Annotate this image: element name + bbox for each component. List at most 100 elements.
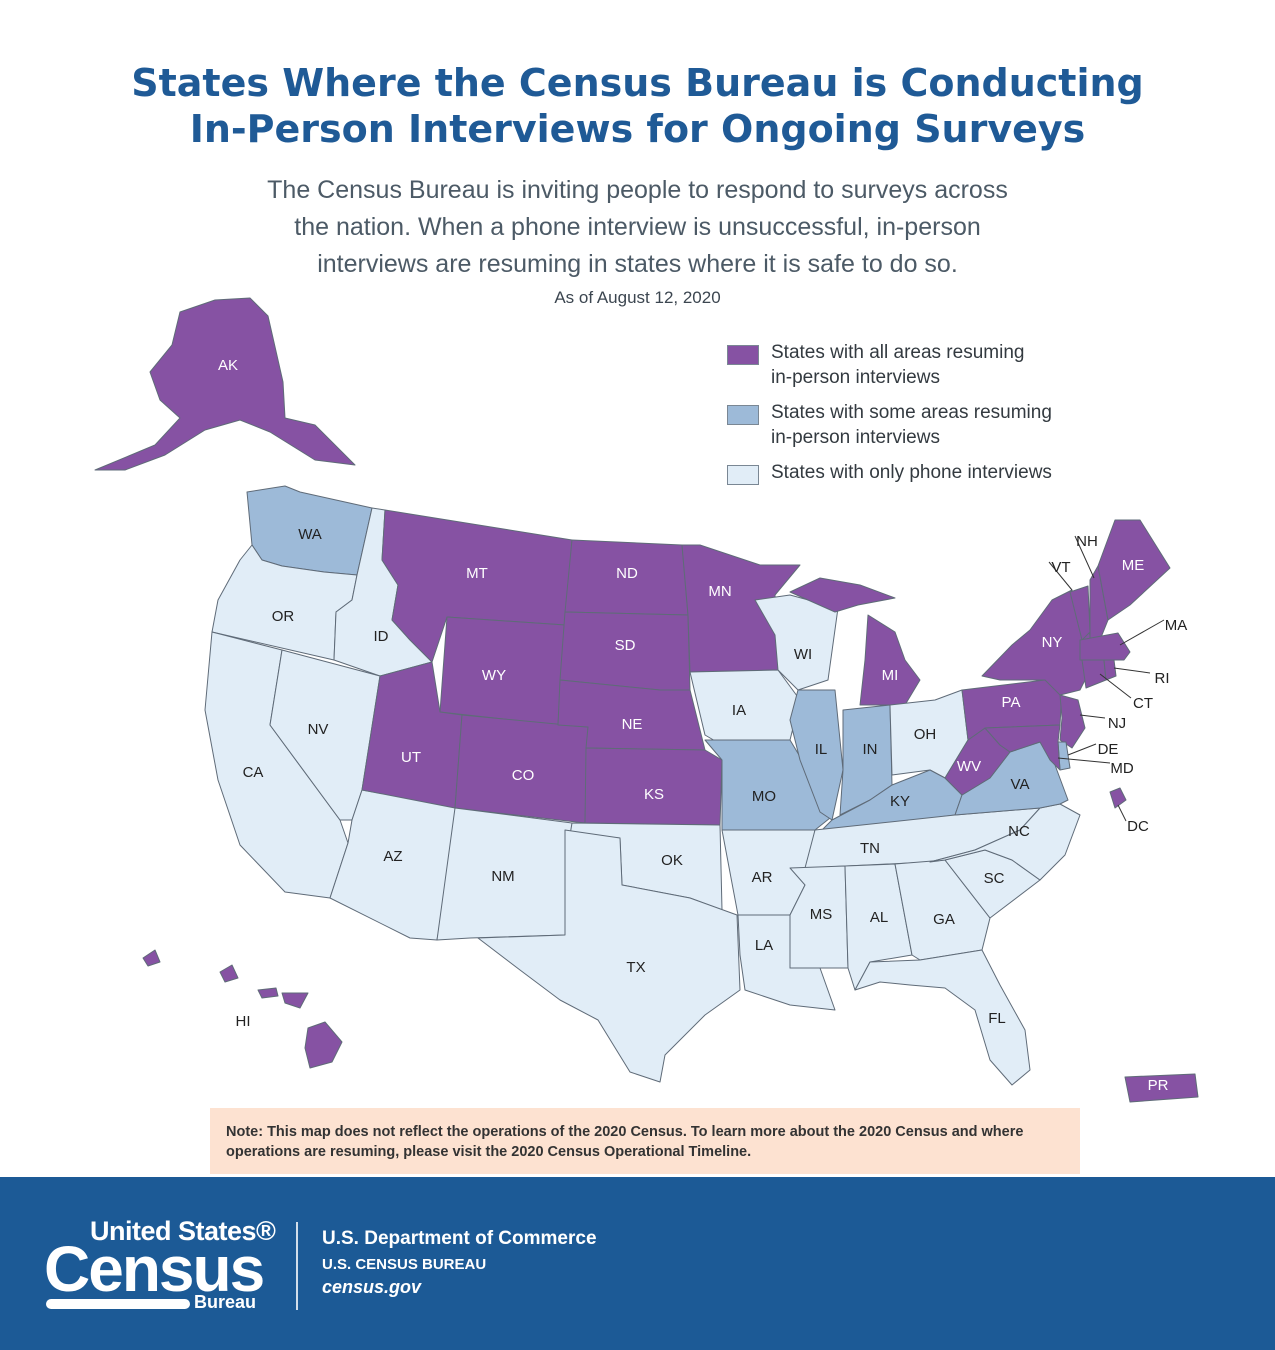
legend-item-some: States with some areas resuming in-perso… <box>727 400 1187 450</box>
label-nc: NC <box>1008 823 1030 840</box>
label-ny: NY <box>1042 634 1063 651</box>
state-ks <box>584 747 723 826</box>
states-layer <box>94 297 1199 1103</box>
leader-ri <box>1113 667 1151 674</box>
state-ma <box>1079 632 1131 661</box>
logo-underline <box>46 1299 190 1309</box>
us-map: AK WA OR ID MT ND MN SD WY WI MI NY ME IA NE NV UT CO IL IN… <box>94 297 1199 1103</box>
title-line-2: In-Person Interviews for Ongoing Surveys <box>189 107 1086 151</box>
as-of-date: As of August 12, 2020 <box>554 288 721 307</box>
legend-swatch-some <box>727 405 759 425</box>
label-id: ID <box>374 628 389 645</box>
label-tx: TX <box>626 959 645 976</box>
state-mi-u <box>789 577 896 613</box>
subtitle-line-2: the nation. When a phone interview is un… <box>294 213 981 241</box>
leader-nh <box>1074 535 1095 579</box>
state-md <box>984 724 1061 771</box>
leader-de <box>1067 743 1097 756</box>
label-mn: MN <box>708 583 731 600</box>
label-mi: MI <box>882 667 899 684</box>
label-ia: IA <box>732 702 746 719</box>
department-name: U.S. Department of Commerce <box>322 1228 597 1249</box>
label-nd: ND <box>616 565 638 582</box>
state-ak <box>94 297 356 471</box>
label-wa: WA <box>298 526 322 543</box>
leader-vt <box>1048 561 1073 591</box>
state-labels: AK WA OR ID MT ND MN SD WY WI MI NY ME IA NE NV UT CO IL IN… <box>218 357 1187 1094</box>
label-ok: OK <box>661 852 683 869</box>
subtitle-line-3: interviews are resuming in states where … <box>317 250 958 278</box>
label-me: ME <box>1122 557 1145 574</box>
label-ar: AR <box>752 869 773 886</box>
legend-item-phone: States with only phone interviews <box>727 460 1187 485</box>
leader-lines <box>1048 535 1165 822</box>
state-nc <box>929 803 1081 881</box>
leader-ma <box>1119 619 1165 646</box>
label-tn: TN <box>860 840 880 857</box>
footer-divider <box>296 1222 298 1310</box>
state-mo <box>704 739 831 831</box>
state-hi-3 <box>257 987 279 999</box>
logo-united-states: United States® <box>90 1216 276 1246</box>
leader-nj <box>1079 714 1106 719</box>
legend-label-all-line-2: in-person interviews <box>771 367 940 388</box>
label-wv: WV <box>957 758 981 775</box>
state-tx <box>477 829 741 1083</box>
label-oh: OH <box>914 726 937 743</box>
state-dc <box>1109 787 1127 809</box>
legend-swatch-phone <box>727 465 759 485</box>
note-text: Note: This map does not reflect the oper… <box>226 1124 1024 1160</box>
label-ma: MA <box>1165 617 1188 634</box>
leader-dc <box>1117 804 1127 822</box>
label-ak: AK <box>218 357 238 374</box>
label-ks: KS <box>644 786 664 803</box>
label-fl: FL <box>988 1010 1006 1027</box>
legend-label-some-line-1: States with some areas resuming <box>771 402 1052 423</box>
label-az: AZ <box>383 848 402 865</box>
state-pr <box>1124 1073 1199 1103</box>
label-de: DE <box>1098 741 1119 758</box>
label-or: OR <box>272 608 295 625</box>
label-in: IN <box>863 741 878 758</box>
legend-label-phone-line-1: States with only phone interviews <box>771 462 1052 483</box>
label-wy: WY <box>482 667 506 684</box>
label-nh: NH <box>1076 533 1098 550</box>
label-ms: MS <box>810 906 833 923</box>
subtitle-line-1: The Census Bureau is inviting people to … <box>267 176 1008 204</box>
label-la: LA <box>755 937 773 954</box>
bureau-name: U.S. CENSUS BUREAU <box>322 1256 487 1273</box>
label-ca: CA <box>243 764 264 781</box>
footer <box>0 1177 1275 1350</box>
label-ut: UT <box>401 749 421 766</box>
label-ne: NE <box>622 716 643 733</box>
label-ga: GA <box>933 911 955 928</box>
label-hi: HI <box>236 1013 251 1030</box>
legend-swatch-all <box>727 345 759 365</box>
subtitle: The Census Bureau is inviting people to … <box>140 172 1135 283</box>
legend: States with all areas resuming in-person… <box>727 340 1187 495</box>
label-nm: NM <box>491 868 514 885</box>
label-ri: RI <box>1155 670 1170 687</box>
state-hi-4 <box>281 992 309 1009</box>
label-nj: NJ <box>1108 715 1126 732</box>
state-nh <box>1089 565 1109 641</box>
state-me <box>1097 519 1171 621</box>
website-link[interactable]: census.gov <box>322 1277 422 1297</box>
state-hi-2 <box>219 964 239 983</box>
label-pr: PR <box>1148 1077 1169 1094</box>
state-ct <box>1081 659 1107 689</box>
legend-label-all-line-1: States with all areas resuming <box>771 342 1025 363</box>
state-hi-5 <box>304 1021 343 1069</box>
label-nv: NV <box>308 721 329 738</box>
label-va: VA <box>1011 776 1030 793</box>
label-al: AL <box>870 909 888 926</box>
note-box: Note: This map does not reflect the oper… <box>210 1108 1080 1174</box>
label-md: MD <box>1110 760 1133 777</box>
legend-label-some-line-2: in-person interviews <box>771 427 940 448</box>
logo-bureau: Bureau <box>194 1292 257 1312</box>
label-il: IL <box>815 741 828 758</box>
leader-md <box>1057 757 1111 764</box>
legend-item-all: States with all areas resuming in-person… <box>727 340 1187 390</box>
label-pa: PA <box>1002 694 1021 711</box>
state-il <box>789 689 844 821</box>
